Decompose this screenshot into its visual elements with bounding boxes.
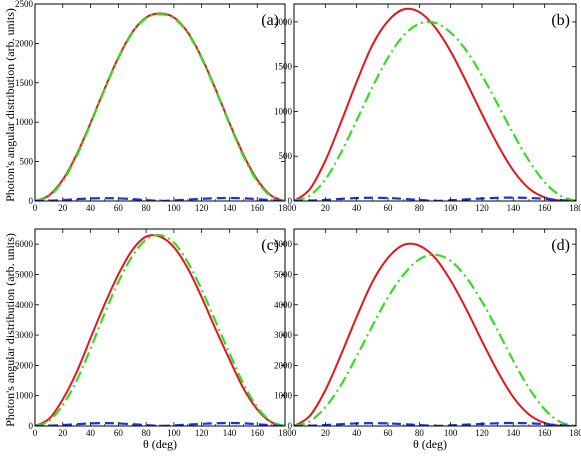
x-axis-title-right: θ (deg) [413, 437, 447, 451]
series-solid-d [294, 242, 576, 426]
x-tick-label-c: 40 [86, 428, 96, 438]
panel-label-d: (d) [551, 237, 570, 254]
panel-label-c: (c) [261, 237, 279, 254]
panels-group: 0 20 40 60 80 100 120 140 160 1800500100015002000… [15, 0, 581, 438]
y-tick-label-b: 2000 [274, 17, 293, 27]
x-tick-label-b: 60 [384, 203, 394, 213]
x-tick-label-b: 140 [507, 203, 521, 213]
x-tick-label-d: 60 [384, 428, 394, 438]
y-tick-label-b: 500 [279, 151, 293, 161]
x-tick-label-a: 60 [114, 203, 124, 213]
y-tick-label-d: 3000 [274, 330, 293, 340]
x-tick-label-b: 160 [538, 203, 552, 213]
x-tick-label-d: 40 [352, 428, 362, 438]
x-tick-label-c: 20 [58, 428, 68, 438]
series-group-c [35, 233, 285, 426]
y-tick-label-c: 1000 [15, 391, 34, 401]
y-tick-label-a: 1500 [15, 78, 34, 88]
x-tick-label-b: 100 [444, 203, 458, 213]
y-tick-label-d: 6000 [274, 239, 293, 249]
x-axis-title-left: θ (deg) [143, 437, 177, 451]
x-tick-label-b: 0 [292, 203, 297, 213]
series-group-b [294, 7, 576, 201]
y-tick-label-c: 0 [29, 421, 34, 431]
y-tick-label-d: 4000 [274, 300, 293, 310]
panel-label-a: (a) [261, 12, 279, 29]
series-solid-c [35, 234, 285, 426]
x-tick-label-c: 160 [250, 428, 264, 438]
y-tick-label-d: 5000 [274, 269, 293, 279]
x-tick-label-a: 100 [167, 203, 181, 213]
x-tick-label-c: 120 [195, 428, 209, 438]
x-tick-label-d: 180 [569, 428, 581, 438]
y-tick-label-c: 4000 [15, 300, 34, 310]
series-group-a [35, 12, 285, 201]
x-tick-label-c: 140 [223, 428, 237, 438]
series-solid-b [294, 7, 576, 201]
x-tick-label-a: 20 [58, 203, 68, 213]
x-tick-label-d: 140 [507, 428, 521, 438]
y-tick-label-c: 6000 [15, 239, 34, 249]
y-tick-label-a: 1000 [15, 117, 34, 127]
y-tick-label-c: 3000 [15, 330, 34, 340]
x-tick-label-d: 100 [444, 428, 458, 438]
x-tick-label-c: 100 [167, 428, 181, 438]
series-dash-dot-a [35, 13, 285, 201]
x-tick-label-c: 0 [33, 428, 38, 438]
x-tick-label-b: 80 [415, 203, 425, 213]
panel-c: 0 20 40 60 80 100 120 140 160 1800100020003000400… [15, 228, 292, 438]
y-tick-label-d: 2000 [274, 360, 293, 370]
x-tick-label-c: 80 [142, 428, 152, 438]
x-tick-label-b: 120 [475, 203, 489, 213]
series-group-d [294, 242, 576, 426]
x-tick-label-d: 80 [415, 428, 425, 438]
plot-frame-a [34, 3, 286, 202]
x-tick-label-a: 140 [223, 203, 237, 213]
x-tick-label-c: 180 [278, 428, 292, 438]
y-tick-label-a: 2000 [15, 38, 34, 48]
y-tick-label-b: 0 [288, 196, 293, 206]
panel-d: 0 20 40 60 80 100 120 140 160 1800100020003000400… [274, 228, 581, 438]
panel-b: 0 20 40 60 80 100 120 140 160 1800500100015002000… [274, 3, 581, 213]
x-tick-label-d: 0 [292, 428, 297, 438]
y-tick-label-d: 1000 [274, 391, 293, 401]
y-tick-label-c: 5000 [15, 269, 34, 279]
x-tick-label-a: 40 [86, 203, 96, 213]
series-dash-dot-d [294, 253, 576, 426]
x-tick-label-a: 0 [33, 203, 38, 213]
x-tick-label-a: 160 [250, 203, 264, 213]
series-solid-a [35, 12, 285, 201]
x-tick-label-d: 120 [475, 428, 489, 438]
x-tick-label-b: 40 [352, 203, 362, 213]
x-tick-label-c: 60 [114, 428, 124, 438]
y-tick-label-a: 0 [29, 196, 34, 206]
x-tick-label-d: 160 [538, 428, 552, 438]
series-dash-dot-c [35, 233, 285, 426]
panel-a: 0 20 40 60 80 100 120 140 160 1800500100015002000… [15, 0, 292, 213]
x-tick-label-a: 80 [142, 203, 152, 213]
y-tick-label-c: 2000 [15, 360, 34, 370]
x-tick-label-a: 120 [195, 203, 209, 213]
y-tick-label-a: 500 [20, 157, 34, 167]
x-tick-label-d: 20 [321, 428, 331, 438]
x-tick-label-b: 20 [321, 203, 331, 213]
y-tick-label-b: 1500 [274, 62, 293, 72]
x-tick-label-b: 180 [569, 203, 581, 213]
panel-label-b: (b) [551, 12, 570, 29]
y-tick-label-b: 1000 [274, 106, 293, 116]
y-axis-title-top: Photon's angular distribution (arb. unit… [3, 8, 17, 202]
y-axis-title-bottom: Photon's angular distribution (arb. unit… [3, 233, 17, 427]
plot-frame-b [293, 3, 577, 202]
x-tick-label-a: 180 [278, 203, 292, 213]
y-tick-label-a: 2500 [15, 0, 34, 9]
series-dash-dot-b [294, 20, 576, 201]
y-tick-label-d: 0 [288, 421, 293, 431]
